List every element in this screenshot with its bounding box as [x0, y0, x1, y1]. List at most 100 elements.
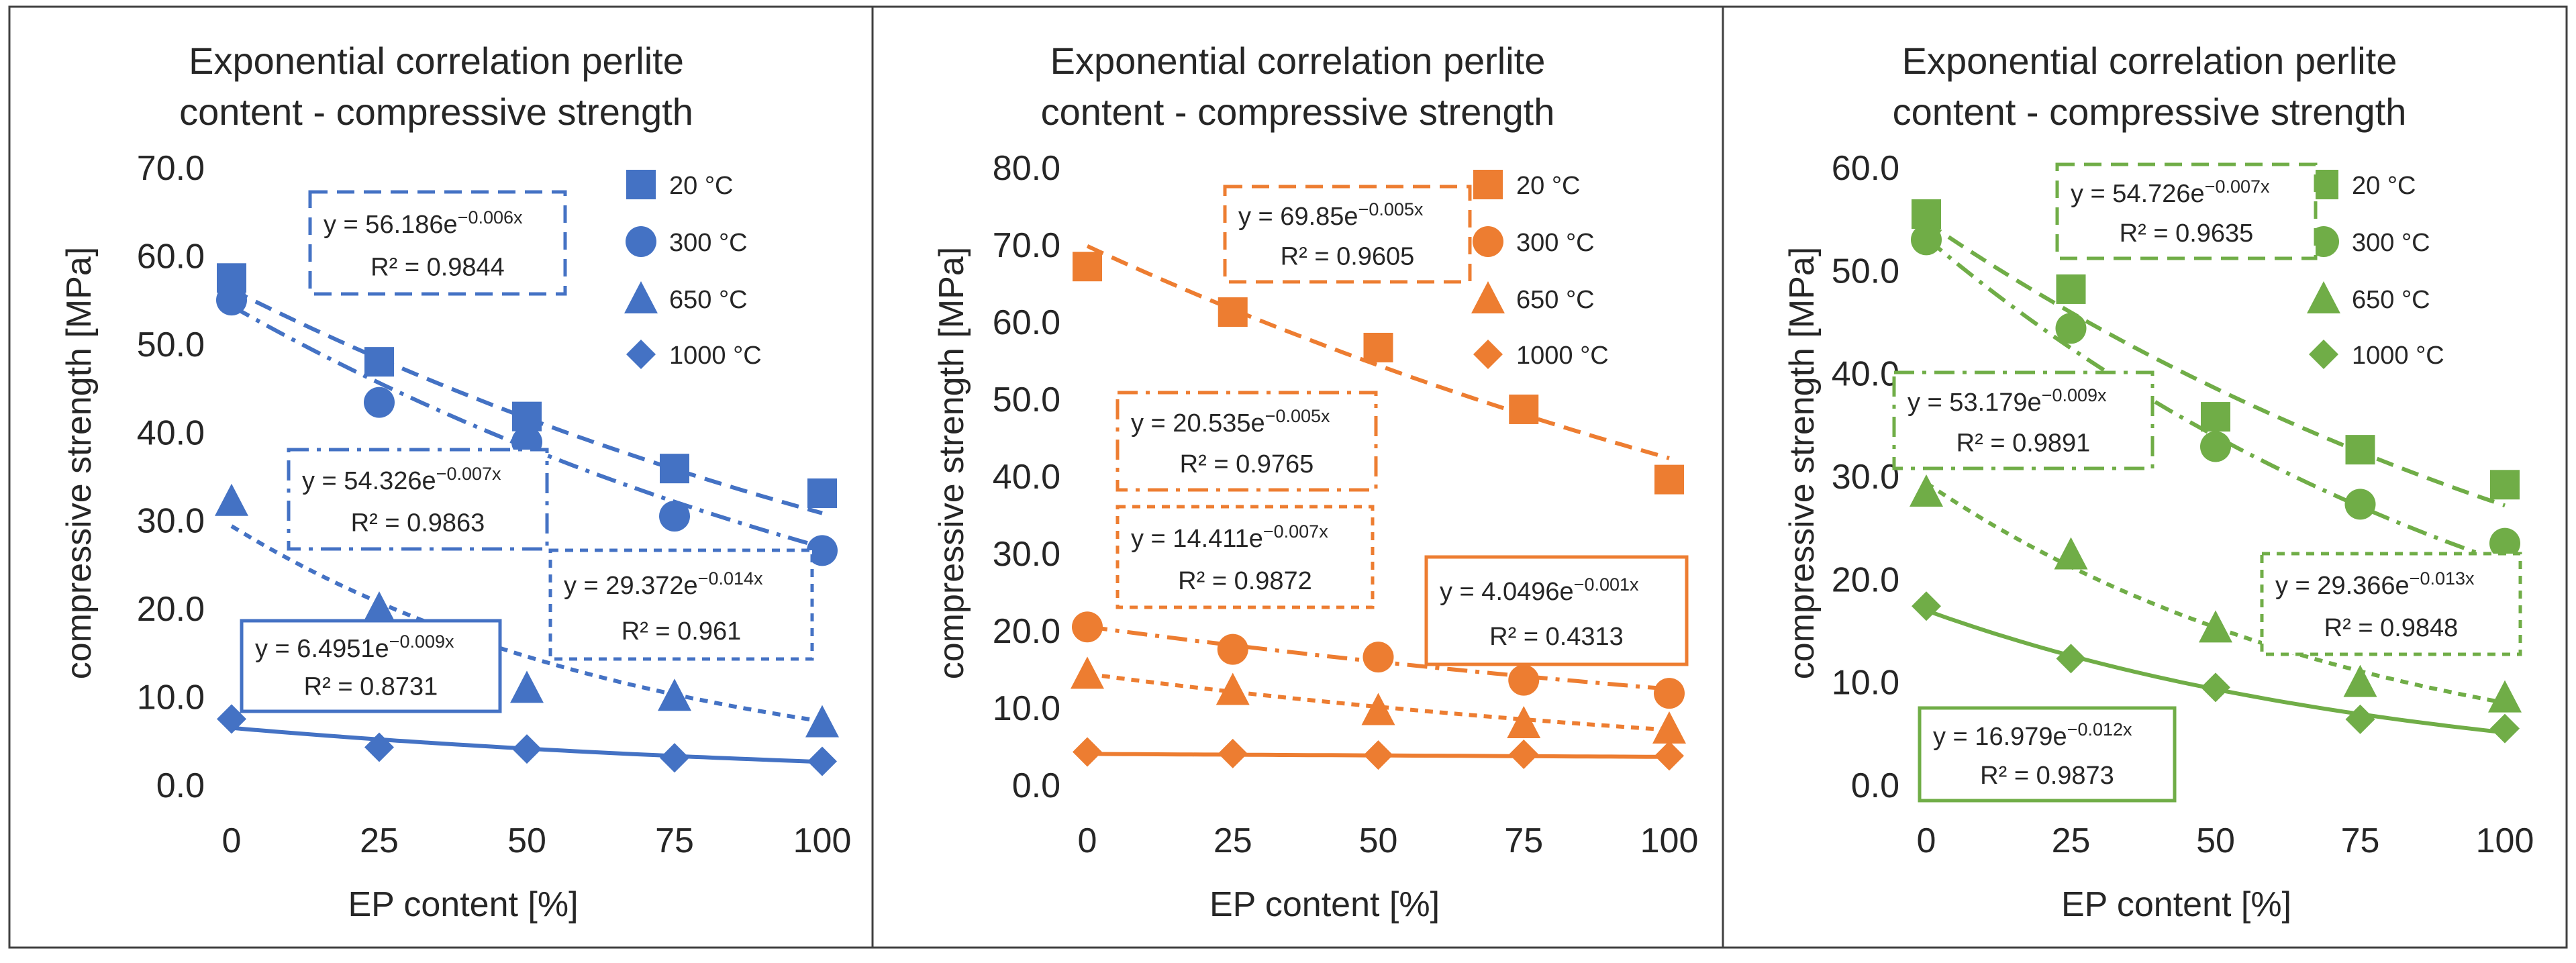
chart-title: Exponential correlation perlite — [1050, 40, 1546, 82]
data-point-square — [2490, 470, 2520, 500]
trendline-equation: y = 54.326e−0.007x — [302, 464, 501, 495]
y-tick-label: 40.0 — [137, 413, 205, 452]
y-tick-label: 50.0 — [137, 325, 205, 364]
trendline-r-squared: R² = 0.9873 — [1980, 762, 2114, 790]
data-point-diamond — [2201, 672, 2230, 703]
trendline-r-squared: R² = 0.9605 — [1281, 242, 1415, 270]
data-point-square — [1654, 464, 1684, 495]
x-tick-label: 25 — [2052, 821, 2091, 860]
data-point-circle — [1508, 664, 1540, 696]
data-point-square — [1509, 394, 1539, 424]
y-axis-label: compressive strength [MPa] — [60, 247, 99, 679]
y-tick-label: 20.0 — [993, 612, 1060, 651]
trendline-equation-box — [1918, 706, 2177, 803]
data-point-circle — [1217, 633, 1248, 665]
y-tick-label: 10.0 — [137, 678, 205, 717]
data-point-circle — [1911, 224, 1942, 256]
data-point-circle — [364, 387, 395, 418]
chart-panel-2: Exponential correlation perlite content -… — [932, 40, 1698, 924]
y-tick-label: 70.0 — [993, 226, 1060, 265]
chart-title: content - compressive strength — [1893, 91, 2407, 133]
legend-label: 20 °C — [2352, 172, 2416, 200]
x-axis-label: EP content [%] — [1209, 885, 1440, 924]
x-tick-label: 50 — [507, 821, 546, 860]
trendline-equation: y = 6.4951e−0.009x — [255, 631, 454, 663]
x-axis-label: EP content [%] — [348, 885, 578, 924]
data-point-triangle — [1910, 474, 1943, 507]
data-point-diamond — [1363, 740, 1393, 770]
trendline-r-squared: R² = 0.8731 — [304, 673, 438, 701]
y-tick-label: 70.0 — [137, 149, 205, 188]
y-tick-label: 30.0 — [993, 535, 1060, 574]
data-point-circle — [2344, 489, 2376, 520]
trendline-equation-box — [1116, 505, 1375, 609]
x-tick-label: 50 — [2196, 821, 2235, 860]
chart-title: Exponential correlation perlite — [1902, 40, 2397, 82]
trendline-equation-box — [240, 619, 502, 713]
data-point-square — [660, 454, 689, 484]
legend-label: 650 °C — [1516, 286, 1595, 314]
data-point-diamond — [512, 734, 542, 764]
trendline-r-squared: R² = 0.9863 — [351, 509, 485, 537]
chart-title: content - compressive strength — [1041, 91, 1555, 133]
data-point-circle — [1363, 642, 1394, 673]
x-tick-label: 100 — [1640, 821, 1699, 860]
x-tick-label: 100 — [793, 821, 852, 860]
y-tick-label: 40.0 — [993, 458, 1060, 497]
x-tick-label: 75 — [655, 821, 694, 860]
y-tick-label: 60.0 — [993, 303, 1060, 342]
y-axis-label: compressive strength [MPa] — [1783, 247, 1822, 679]
trendline-equation-box — [2260, 552, 2522, 656]
trendline-equation: y = 54.726e−0.007x — [2071, 176, 2270, 208]
trendline-equation: y = 29.372e−0.014x — [564, 568, 763, 600]
x-tick-label: 75 — [2341, 821, 2380, 860]
data-point-square — [1912, 199, 1941, 229]
y-tick-label: 20.0 — [1832, 560, 1899, 599]
x-tick-label: 0 — [1078, 821, 1097, 860]
y-tick-label: 10.0 — [1832, 664, 1899, 703]
y-tick-label: 50.0 — [1832, 252, 1899, 291]
y-tick-label: 40.0 — [1832, 355, 1899, 394]
data-point-square — [2056, 274, 2086, 304]
trendline-dotted — [1087, 672, 1670, 732]
data-point-square — [512, 401, 542, 432]
trendline-equation-box — [1116, 391, 1378, 492]
trendline-equation: y = 4.0496e−0.001x — [1440, 574, 1639, 606]
data-point-circle — [1072, 611, 1103, 643]
y-tick-label: 60.0 — [1832, 149, 1899, 188]
data-point-triangle — [510, 670, 544, 703]
data-point-square — [807, 478, 837, 508]
y-tick-label: 30.0 — [137, 502, 205, 541]
legend-label: 300 °C — [1516, 229, 1595, 257]
data-point-diamond — [2056, 644, 2086, 674]
trendline-r-squared: R² = 0.9891 — [1956, 429, 2091, 457]
trendline-equation: y = 16.979e−0.012x — [1933, 719, 2132, 751]
data-point-diamond — [364, 732, 394, 762]
y-axis-label: compressive strength [MPa] — [932, 247, 971, 679]
chart-title: Exponential correlation perlite — [189, 40, 684, 82]
data-point-diamond — [1654, 741, 1684, 771]
trendline-r-squared: R² = 0.9872 — [1178, 567, 1312, 595]
x-tick-label: 25 — [360, 821, 399, 860]
data-point-triangle — [215, 483, 248, 516]
y-tick-label: 50.0 — [993, 381, 1060, 419]
data-point-diamond — [1073, 737, 1102, 767]
trendline-r-squared: R² = 0.9765 — [1180, 450, 1314, 478]
trendline-equation: y = 53.179e−0.009x — [1908, 385, 2107, 417]
trendline-equation-box — [308, 190, 567, 296]
data-point-triangle — [658, 678, 691, 711]
legend-marker-triangle — [2307, 281, 2340, 313]
legend-marker-circle — [1473, 226, 1503, 257]
trendline-equation: y = 29.366e−0.013x — [2275, 568, 2475, 600]
data-point-square — [364, 347, 394, 377]
x-axis-label: EP content [%] — [2061, 885, 2291, 924]
x-tick-label: 75 — [1504, 821, 1543, 860]
data-point-circle — [807, 535, 838, 566]
data-point-diamond — [1218, 738, 1248, 768]
y-tick-label: 0.0 — [1012, 766, 1060, 805]
trendline-equation-box — [1424, 555, 1689, 666]
trendline-r-squared: R² = 0.9635 — [2120, 219, 2254, 248]
chart-panel-3: Exponential correlation perlite content -… — [1783, 40, 2534, 924]
data-point-square — [1363, 332, 1393, 362]
